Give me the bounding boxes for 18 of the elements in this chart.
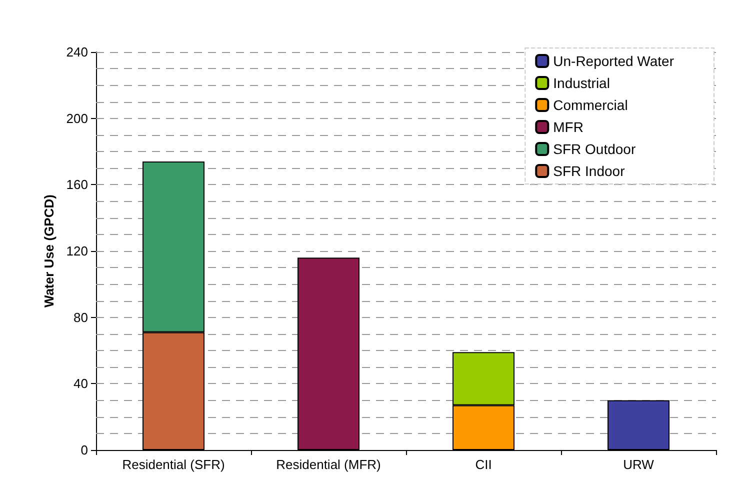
legend-label: SFR Indoor (553, 163, 626, 179)
x-tick-label: CII (475, 457, 492, 472)
legend-label: Commercial (553, 97, 628, 113)
y-tick-label: 0 (80, 442, 88, 458)
y-tick-label: 240 (66, 44, 88, 60)
legend-label: SFR Outdoor (553, 141, 636, 157)
x-tick-label: Residential (SFR) (122, 457, 225, 472)
y-tick-label: 200 (66, 110, 88, 126)
y-tick-label: 120 (66, 244, 88, 258)
legend-label: Un-Reported Water (553, 53, 674, 69)
x-tick-label: URW (623, 457, 655, 472)
y-tick-label: 80 (74, 310, 88, 325)
y-tick-label: 40 (74, 376, 88, 392)
x-tick-label: Residential (MFR) (276, 457, 381, 472)
legend-label: MFR (553, 119, 584, 135)
y-axis-title: Water Use (GPCD) (41, 194, 56, 308)
y-tick-label: 160 (66, 177, 88, 192)
legend-label: Industrial (553, 75, 610, 91)
